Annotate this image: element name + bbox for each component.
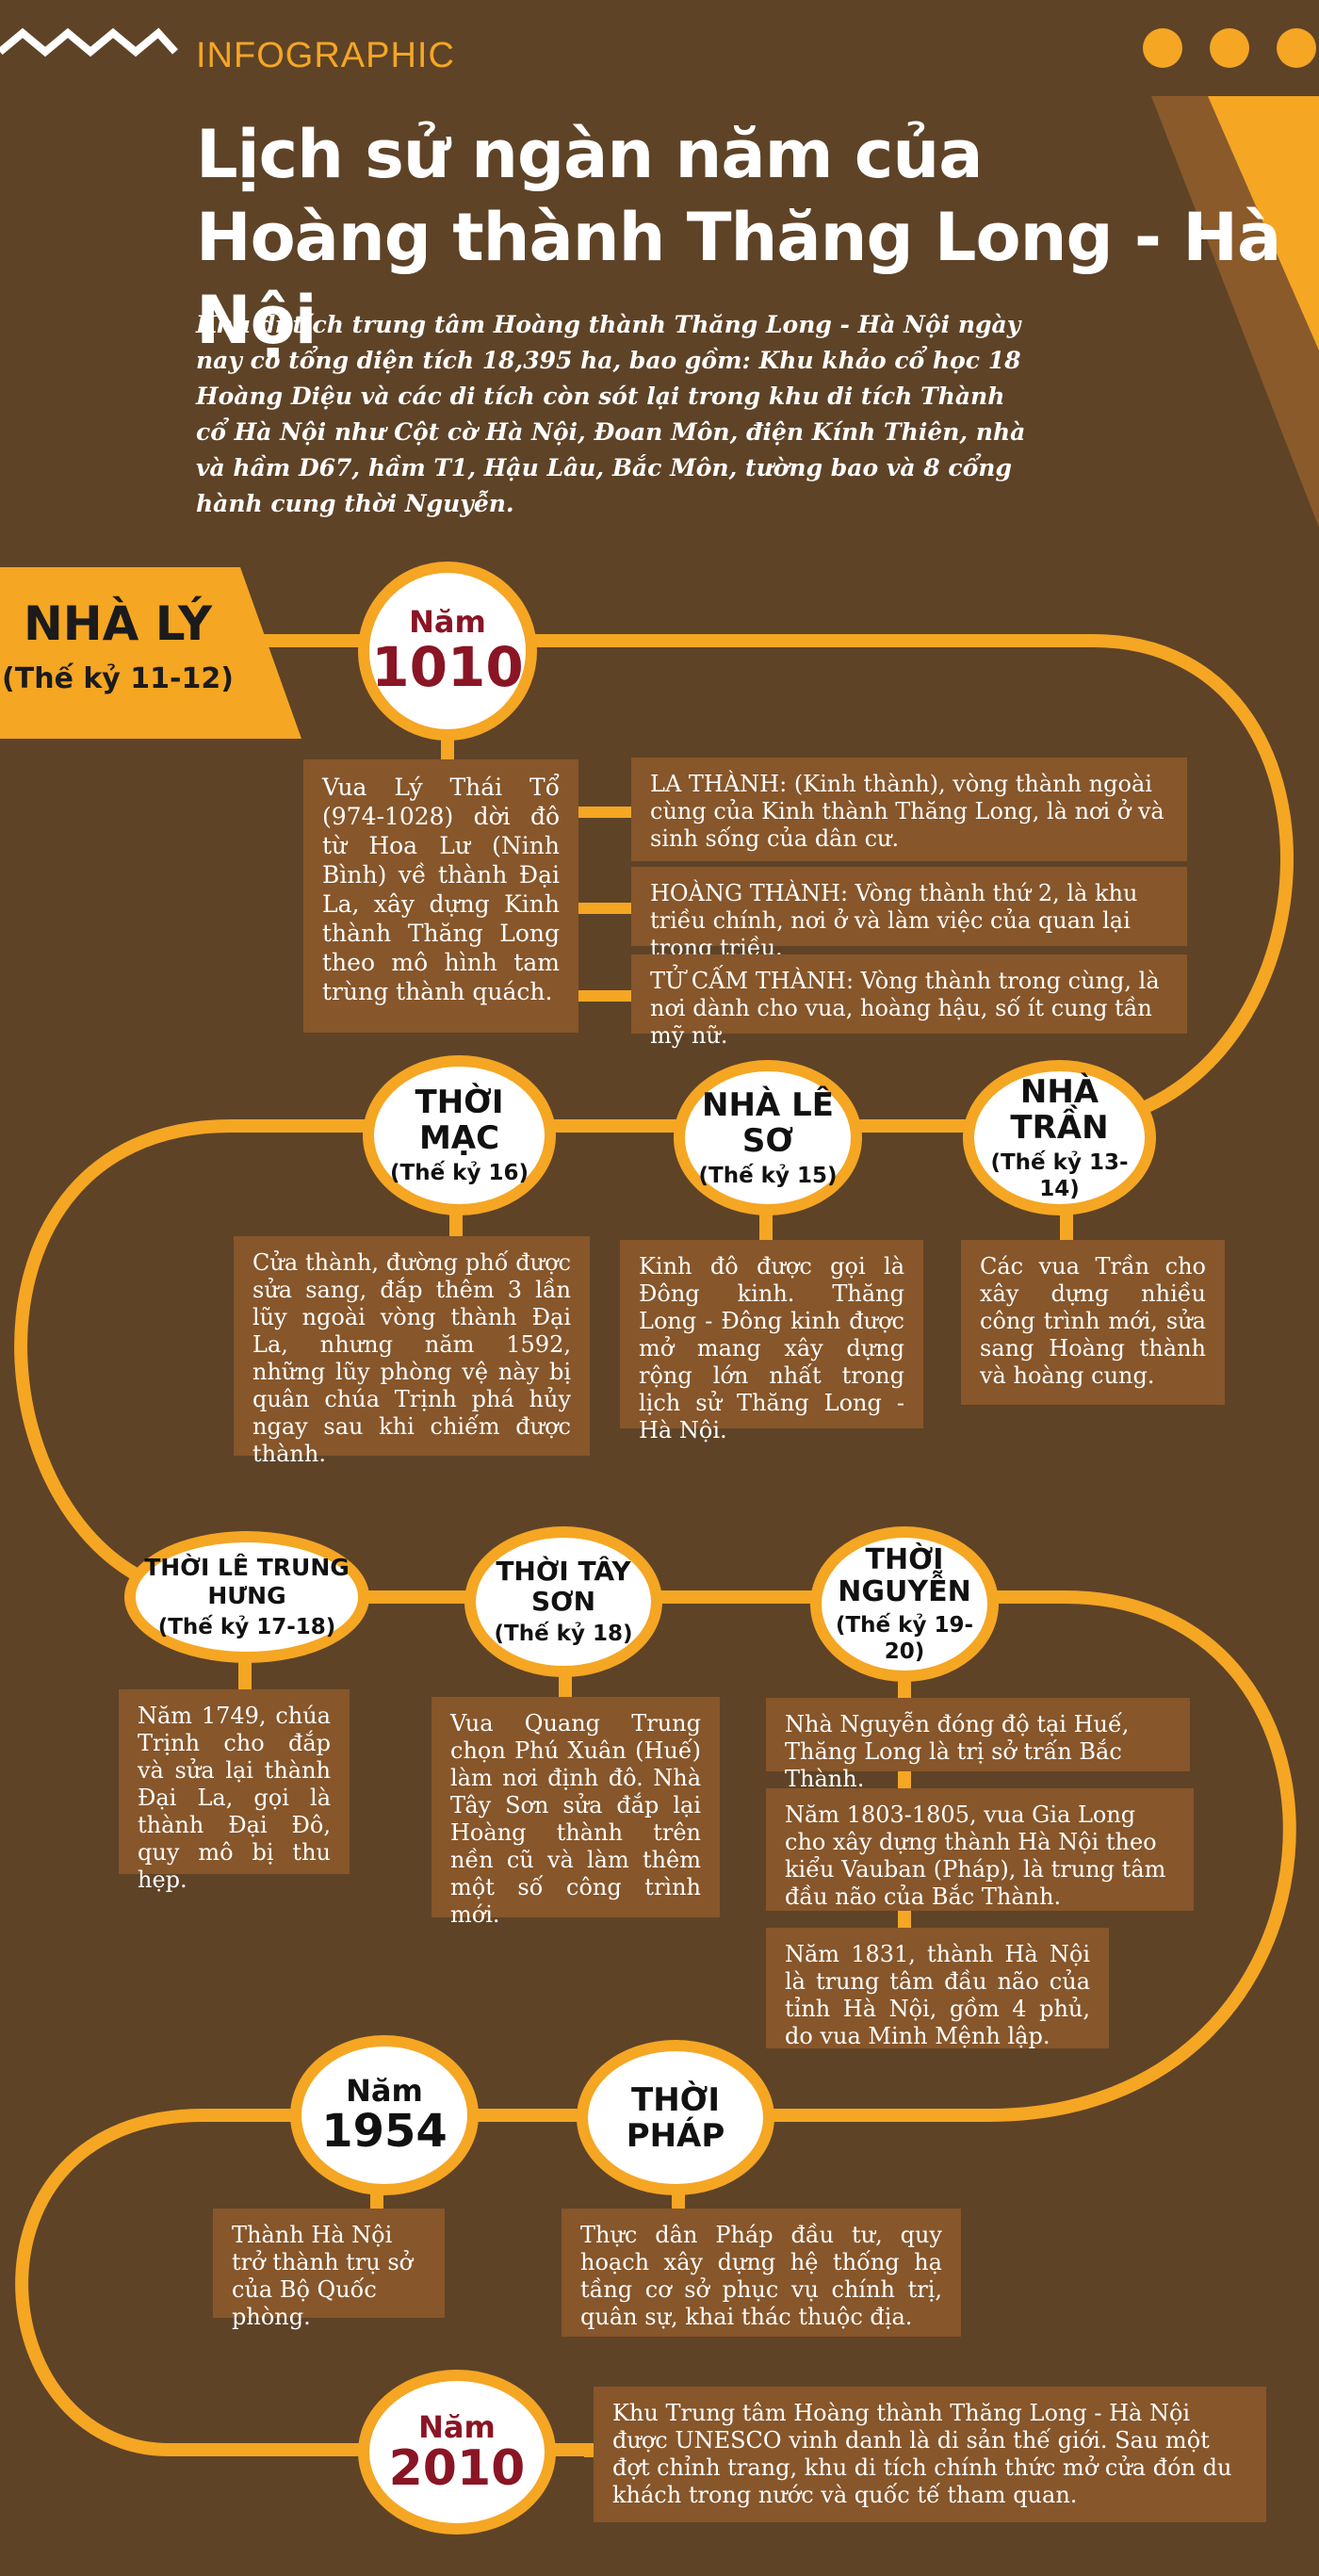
box-year-1954: Thành Hà Nội trở thành trụ sở của Bộ Quố… <box>213 2209 445 2330</box>
node-nha-tran: NHÀ TRẦN (Thế kỷ 13-14) <box>963 1060 1156 1215</box>
ly-dynasty-name: NHÀ LÝ <box>23 596 213 651</box>
node-nha-le-so: NHÀ LÊ SƠ (Thế kỷ 15) <box>674 1060 862 1215</box>
box-thoi-le-trung-hung: Năm 1749, chúa Trịnh cho đắp và sửa lại … <box>119 1689 350 1893</box>
connector <box>898 1769 911 1790</box>
connector <box>577 990 633 1002</box>
node-year-big: 1010 <box>371 635 524 699</box>
node-thoi-nguyen: THỜI NGUYỄN (Thế kỷ 19-20) <box>810 1526 999 1682</box>
box-tu-cam-thanh: TỬ CẤM THÀNH: Vòng thành trong cùng, là … <box>631 954 1187 1049</box>
box-thoi-nguyen-2: Năm 1803-1805, vua Gia Long cho xây dựng… <box>766 1788 1194 1911</box>
title-line-2: Hoàng thành Thăng Long - Hà Nội <box>196 199 1281 359</box>
box-year-2010: Khu Trung tâm Hoàng thành Thăng Long - H… <box>594 2387 1266 2522</box>
box-ly-main: Vua Lý Thái Tổ (974-1028) dời đô từ Hoa … <box>303 759 578 1033</box>
page-title: Lịch sử ngàn năm của Hoàng thành Thăng L… <box>196 113 1319 362</box>
box-nha-tran: Các vua Trần cho xây dựng nhiều công trì… <box>961 1240 1225 1405</box>
node-label: NHÀ LÊ SƠ <box>702 1085 834 1160</box>
intro-paragraph: Khu di tích trung tâm Hoàng thành Thăng … <box>196 311 1026 517</box>
dot-1-icon <box>1143 28 1182 68</box>
connector <box>559 1672 572 1697</box>
node-year-small: Năm <box>346 2073 423 2109</box>
node-year-1010: Năm 1010 <box>358 562 537 741</box>
title-line-1: Lịch sử ngàn năm của <box>196 116 984 193</box>
dot-3-icon <box>1277 28 1316 68</box>
node-thoi-le-trung-hung: THỜI LÊ TRUNG HƯNG (Thế kỷ 17-18) <box>124 1531 369 1663</box>
node-thoi-tay-son: THỜI TÂY SƠN (Thế kỷ 18) <box>464 1526 662 1677</box>
node-sub: (Thế kỷ 19-20) <box>835 1612 974 1664</box>
node-label: THỜI PHÁP <box>626 2080 725 2155</box>
box-nha-le-so: Kinh đô được gọi là Đông kinh. Thăng Lon… <box>620 1240 923 1443</box>
node-year-big: 2010 <box>388 2439 526 2497</box>
node-sub: (Thế kỷ 17-18) <box>157 1615 336 1639</box>
node-sub: (Thế kỷ 16) <box>390 1161 529 1185</box>
node-year-small: Năm <box>418 2408 496 2445</box>
connector <box>577 807 633 818</box>
node-label: THỜI MẠC <box>415 1084 504 1157</box>
node-label: THỜI LÊ TRUNG HƯNG <box>144 1554 350 1609</box>
box-thoi-phap: Thực dân Pháp đầu tư, quy hoạch xây dựng… <box>562 2209 961 2337</box>
node-label: THỜI TÂY SƠN <box>496 1556 631 1617</box>
zigzag-icon <box>0 27 178 57</box>
node-year-1954: Năm 1954 <box>290 2035 479 2195</box>
node-thoi-mac: THỜI MẠC (Thế kỷ 16) <box>363 1055 556 1215</box>
node-label: NHÀ TRẦN <box>1010 1072 1109 1147</box>
connector <box>898 1911 911 1930</box>
node-label: THỜI NGUYỄN <box>838 1542 971 1608</box>
infographic-label: INFOGRAPHIC <box>196 36 455 75</box>
connector <box>577 903 633 914</box>
box-thoi-nguyen-1: Nhà Nguyễn đóng độ tại Huế, Thăng Long l… <box>766 1698 1190 1792</box>
box-hoang-thanh: HOÀNG THÀNH: Vòng thành thứ 2, là khu tr… <box>631 867 1187 961</box>
node-year-small: Năm <box>409 604 486 640</box>
box-thoi-mac: Cửa thành, đường phố được sửa sang, đắp … <box>234 1236 590 1467</box>
box-thoi-nguyen-3: Năm 1831, thành Hà Nội là trung tâm đầu … <box>766 1928 1109 2049</box>
node-sub: (Thế kỷ 18) <box>494 1622 633 1646</box>
node-year-2010: Năm 2010 <box>358 2370 556 2535</box>
node-sub: (Thế kỷ 13-14) <box>990 1149 1129 1201</box>
box-la-thanh: LA THÀNH: (Kinh thành), vòng thành ngoài… <box>631 758 1187 861</box>
dot-2-icon <box>1210 28 1249 68</box>
ly-dynasty-century: (Thế kỷ 11-12) <box>2 662 234 695</box>
corner-stripe-orange <box>1208 96 1319 351</box>
box-thoi-tay-son: Vua Quang Trung chọn Phú Xuân (Huế) làm … <box>432 1697 720 1928</box>
node-year-big: 1954 <box>321 2105 448 2158</box>
node-thoi-phap: THỜI PHÁP <box>577 2040 774 2195</box>
node-sub: (Thế kỷ 15) <box>698 1163 838 1188</box>
